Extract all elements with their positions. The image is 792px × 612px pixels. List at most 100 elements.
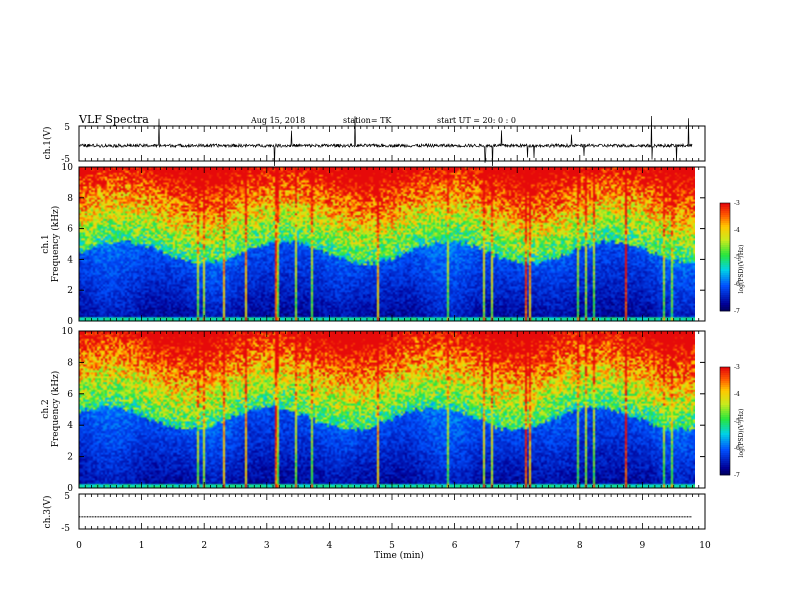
colorbar-label: log(PSD)(V²/Hz) — [738, 245, 745, 294]
colorbar-segment — [720, 253, 730, 256]
ch1-spectrogram-image — [79, 167, 695, 321]
colorbar-segment — [720, 405, 730, 408]
colorbar-segment — [720, 297, 730, 300]
colorbar-segment — [720, 245, 730, 248]
colorbar-segment — [720, 401, 730, 404]
station-label: station= TK — [343, 116, 392, 125]
colorbar-segment — [720, 223, 730, 226]
colorbar-segment — [720, 203, 730, 206]
colorbar-segment — [720, 257, 730, 260]
colorbar-tick-label: -6 — [734, 281, 740, 288]
colorbar-segment — [720, 291, 730, 294]
colorbar-segment — [720, 375, 730, 378]
freq-tick-label: 10 — [62, 163, 74, 173]
colorbar-segment — [720, 309, 730, 312]
colorbar-segment — [720, 419, 730, 422]
colorbar-segment — [720, 421, 730, 424]
start-time-label: start UT = 20: 0 : 0 — [437, 116, 516, 125]
time-tick-label: 4 — [327, 541, 333, 551]
freq-tick-label: 4 — [67, 255, 73, 265]
colorbar-segment — [720, 447, 730, 450]
colorbar-segment — [720, 289, 730, 292]
freq-tick-label: 2 — [67, 286, 73, 296]
colorbar-segment — [720, 427, 730, 430]
colorbar-segment — [720, 445, 730, 448]
colorbar-segment — [720, 215, 730, 218]
colorbar-segment — [720, 247, 730, 250]
colorbar-segment — [720, 275, 730, 278]
colorbar-segment — [720, 379, 730, 382]
colorbar-segment — [720, 285, 730, 288]
colorbar-segment — [720, 385, 730, 388]
colorbar-segment — [720, 443, 730, 446]
ch1-waveform-line — [78, 115, 693, 167]
ch1-spectrogram-ylabel-frequency: Frequency (kHz) — [50, 206, 61, 283]
colorbar-segment — [720, 225, 730, 228]
colorbar-segment — [720, 455, 730, 458]
colorbar-frame — [719, 202, 731, 312]
colorbar-segment — [720, 373, 730, 376]
freq-tick-label: 2 — [67, 453, 73, 463]
colorbar-segment — [720, 467, 730, 470]
colorbar-segment — [720, 263, 730, 266]
colorbar-segment — [720, 383, 730, 386]
time-ticks — [78, 126, 706, 529]
colorbar-segment — [720, 211, 730, 214]
colorbar-segment — [720, 243, 730, 246]
colorbar-segment — [720, 409, 730, 412]
x-axis-label: Time (min) — [374, 550, 424, 561]
colorbar-segment — [720, 239, 730, 242]
colorbar-segment — [720, 261, 730, 264]
colorbar-tick-label: -6 — [734, 445, 740, 452]
colorbar-segment — [720, 231, 730, 234]
colorbar-segment — [720, 461, 730, 464]
colorbar-segment — [720, 205, 730, 208]
time-tick-label: 5 — [389, 541, 395, 551]
colorbar-segment — [720, 431, 730, 434]
colorbar-segment — [720, 367, 730, 370]
colorbar-segment — [720, 395, 730, 398]
colorbar-segment — [720, 399, 730, 402]
freq-tick-label: 0 — [67, 484, 73, 494]
time-tick-label: 7 — [514, 541, 520, 551]
ch2-spectrogram-ylabel-channel: ch.2 — [41, 399, 51, 418]
colorbar-segment — [720, 213, 730, 216]
colorbar-segment — [720, 209, 730, 212]
colorbar-segment — [720, 473, 730, 476]
colorbar-tick-label: -4 — [734, 227, 740, 234]
time-tick-label: 1 — [139, 541, 145, 551]
time-tick-label: 3 — [264, 541, 270, 551]
colorbar-segment — [720, 465, 730, 468]
colorbar-segment — [720, 237, 730, 240]
colorbar-tick-label: -7 — [734, 308, 740, 315]
freq-tick-label: 0 — [67, 317, 73, 327]
colorbar-segment — [720, 441, 730, 444]
ch1-ytick-bottom: -5 — [61, 155, 70, 165]
colorbar-segment — [720, 287, 730, 290]
colorbar-segment — [720, 413, 730, 416]
time-tick-label: 9 — [640, 541, 646, 551]
ch2-freq-ticks: 0 2 4 6 8 10 — [62, 327, 705, 494]
colorbar-segment — [720, 453, 730, 456]
colorbar-segment — [720, 393, 730, 396]
colorbar-segment — [720, 425, 730, 428]
colorbar-segment — [720, 269, 730, 272]
colorbar-segment — [720, 459, 730, 462]
time-tick-label: 0 — [76, 541, 82, 551]
colorbar-segment — [720, 227, 730, 230]
figure-title: VLF Spectra — [78, 113, 149, 126]
colorbar-tick-label: -4 — [734, 391, 740, 398]
colorbar-segment — [720, 303, 730, 306]
colorbar-segment — [720, 423, 730, 426]
colorbar-segment — [720, 259, 730, 262]
colorbar-segment — [720, 221, 730, 224]
colorbar-segment — [720, 265, 730, 268]
colorbar-segment — [720, 271, 730, 274]
colorbar-segment — [720, 471, 730, 474]
colorbar-segment — [720, 397, 730, 400]
colorbar-segment — [720, 389, 730, 392]
colorbar-tick-label: -5 — [734, 418, 740, 425]
colorbar-tick-label: -7 — [734, 472, 740, 479]
ch3-waveform-ylabel: ch.3(V) — [42, 496, 53, 529]
